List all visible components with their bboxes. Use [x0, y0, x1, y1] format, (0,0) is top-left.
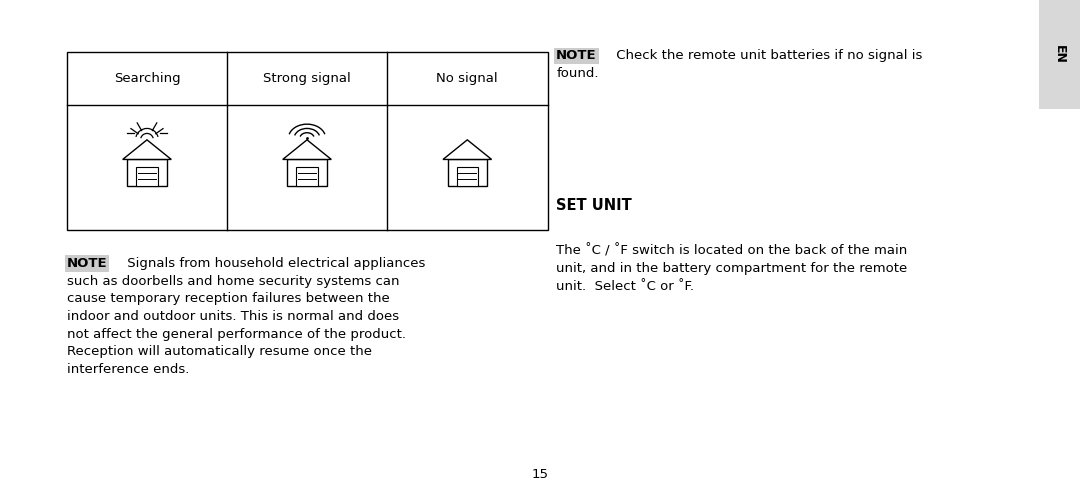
Text: indoor and outdoor units. This is normal and does: indoor and outdoor units. This is normal… — [67, 310, 400, 323]
Text: cause temporary reception failures between the: cause temporary reception failures betwe… — [67, 292, 390, 305]
Text: EN: EN — [1053, 45, 1066, 64]
Bar — [457, 167, 478, 186]
Polygon shape — [283, 140, 332, 160]
Text: The ˚C / ˚F switch is located on the back of the main: The ˚C / ˚F switch is located on the bac… — [556, 245, 907, 258]
Text: Strong signal: Strong signal — [264, 72, 351, 85]
Text: SET UNIT: SET UNIT — [556, 198, 632, 212]
Text: 15: 15 — [531, 468, 549, 481]
Text: unit.  Select ˚C or ˚F.: unit. Select ˚C or ˚F. — [556, 280, 694, 293]
Text: NOTE: NOTE — [67, 257, 108, 270]
Text: not affect the general performance of the product.: not affect the general performance of th… — [67, 328, 406, 340]
Text: such as doorbells and home security systems can: such as doorbells and home security syst… — [67, 275, 400, 288]
Text: found.: found. — [556, 67, 598, 80]
Text: Check the remote unit batteries if no signal is: Check the remote unit batteries if no si… — [612, 49, 922, 62]
Bar — [136, 167, 158, 186]
Bar — [127, 160, 166, 186]
Bar — [287, 160, 326, 186]
Bar — [296, 167, 318, 186]
Polygon shape — [443, 140, 491, 160]
Text: unit, and in the battery compartment for the remote: unit, and in the battery compartment for… — [556, 262, 907, 275]
Text: NOTE: NOTE — [556, 49, 597, 62]
Bar — [1039, 0, 1080, 109]
Text: interference ends.: interference ends. — [67, 363, 189, 376]
Text: Searching: Searching — [113, 72, 180, 85]
Polygon shape — [123, 140, 172, 160]
Text: Signals from household electrical appliances: Signals from household electrical applia… — [123, 257, 426, 270]
Text: No signal: No signal — [436, 72, 498, 85]
Text: Reception will automatically resume once the: Reception will automatically resume once… — [67, 345, 372, 358]
Bar — [448, 160, 487, 186]
Bar — [67, 52, 548, 230]
